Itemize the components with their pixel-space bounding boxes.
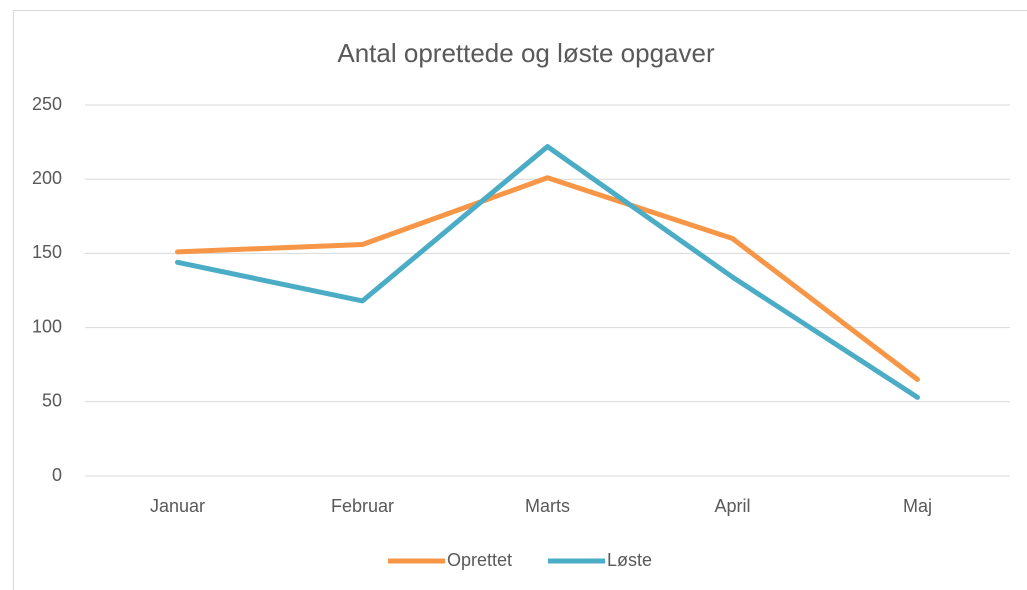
x-tick-label: Februar xyxy=(331,496,394,516)
line-series xyxy=(175,144,920,400)
legend-label: Løste xyxy=(607,550,652,570)
y-tick-label: 0 xyxy=(52,465,62,485)
y-tick-label: 50 xyxy=(42,391,62,411)
x-tick-label: April xyxy=(714,496,750,516)
x-tick-label: Januar xyxy=(150,496,205,516)
line-series xyxy=(175,175,920,383)
chart-frame xyxy=(13,10,1027,590)
y-tick-label: 250 xyxy=(32,94,62,114)
legend-label: Oprettet xyxy=(447,550,512,570)
y-tick-label: 200 xyxy=(32,168,62,188)
y-tick-label: 100 xyxy=(32,316,62,336)
chart-title: Antal oprettede og løste opgaver xyxy=(337,38,715,68)
y-tick-label: 150 xyxy=(32,242,62,262)
x-tick-label: Maj xyxy=(903,496,932,516)
x-tick-label: Marts xyxy=(525,496,570,516)
